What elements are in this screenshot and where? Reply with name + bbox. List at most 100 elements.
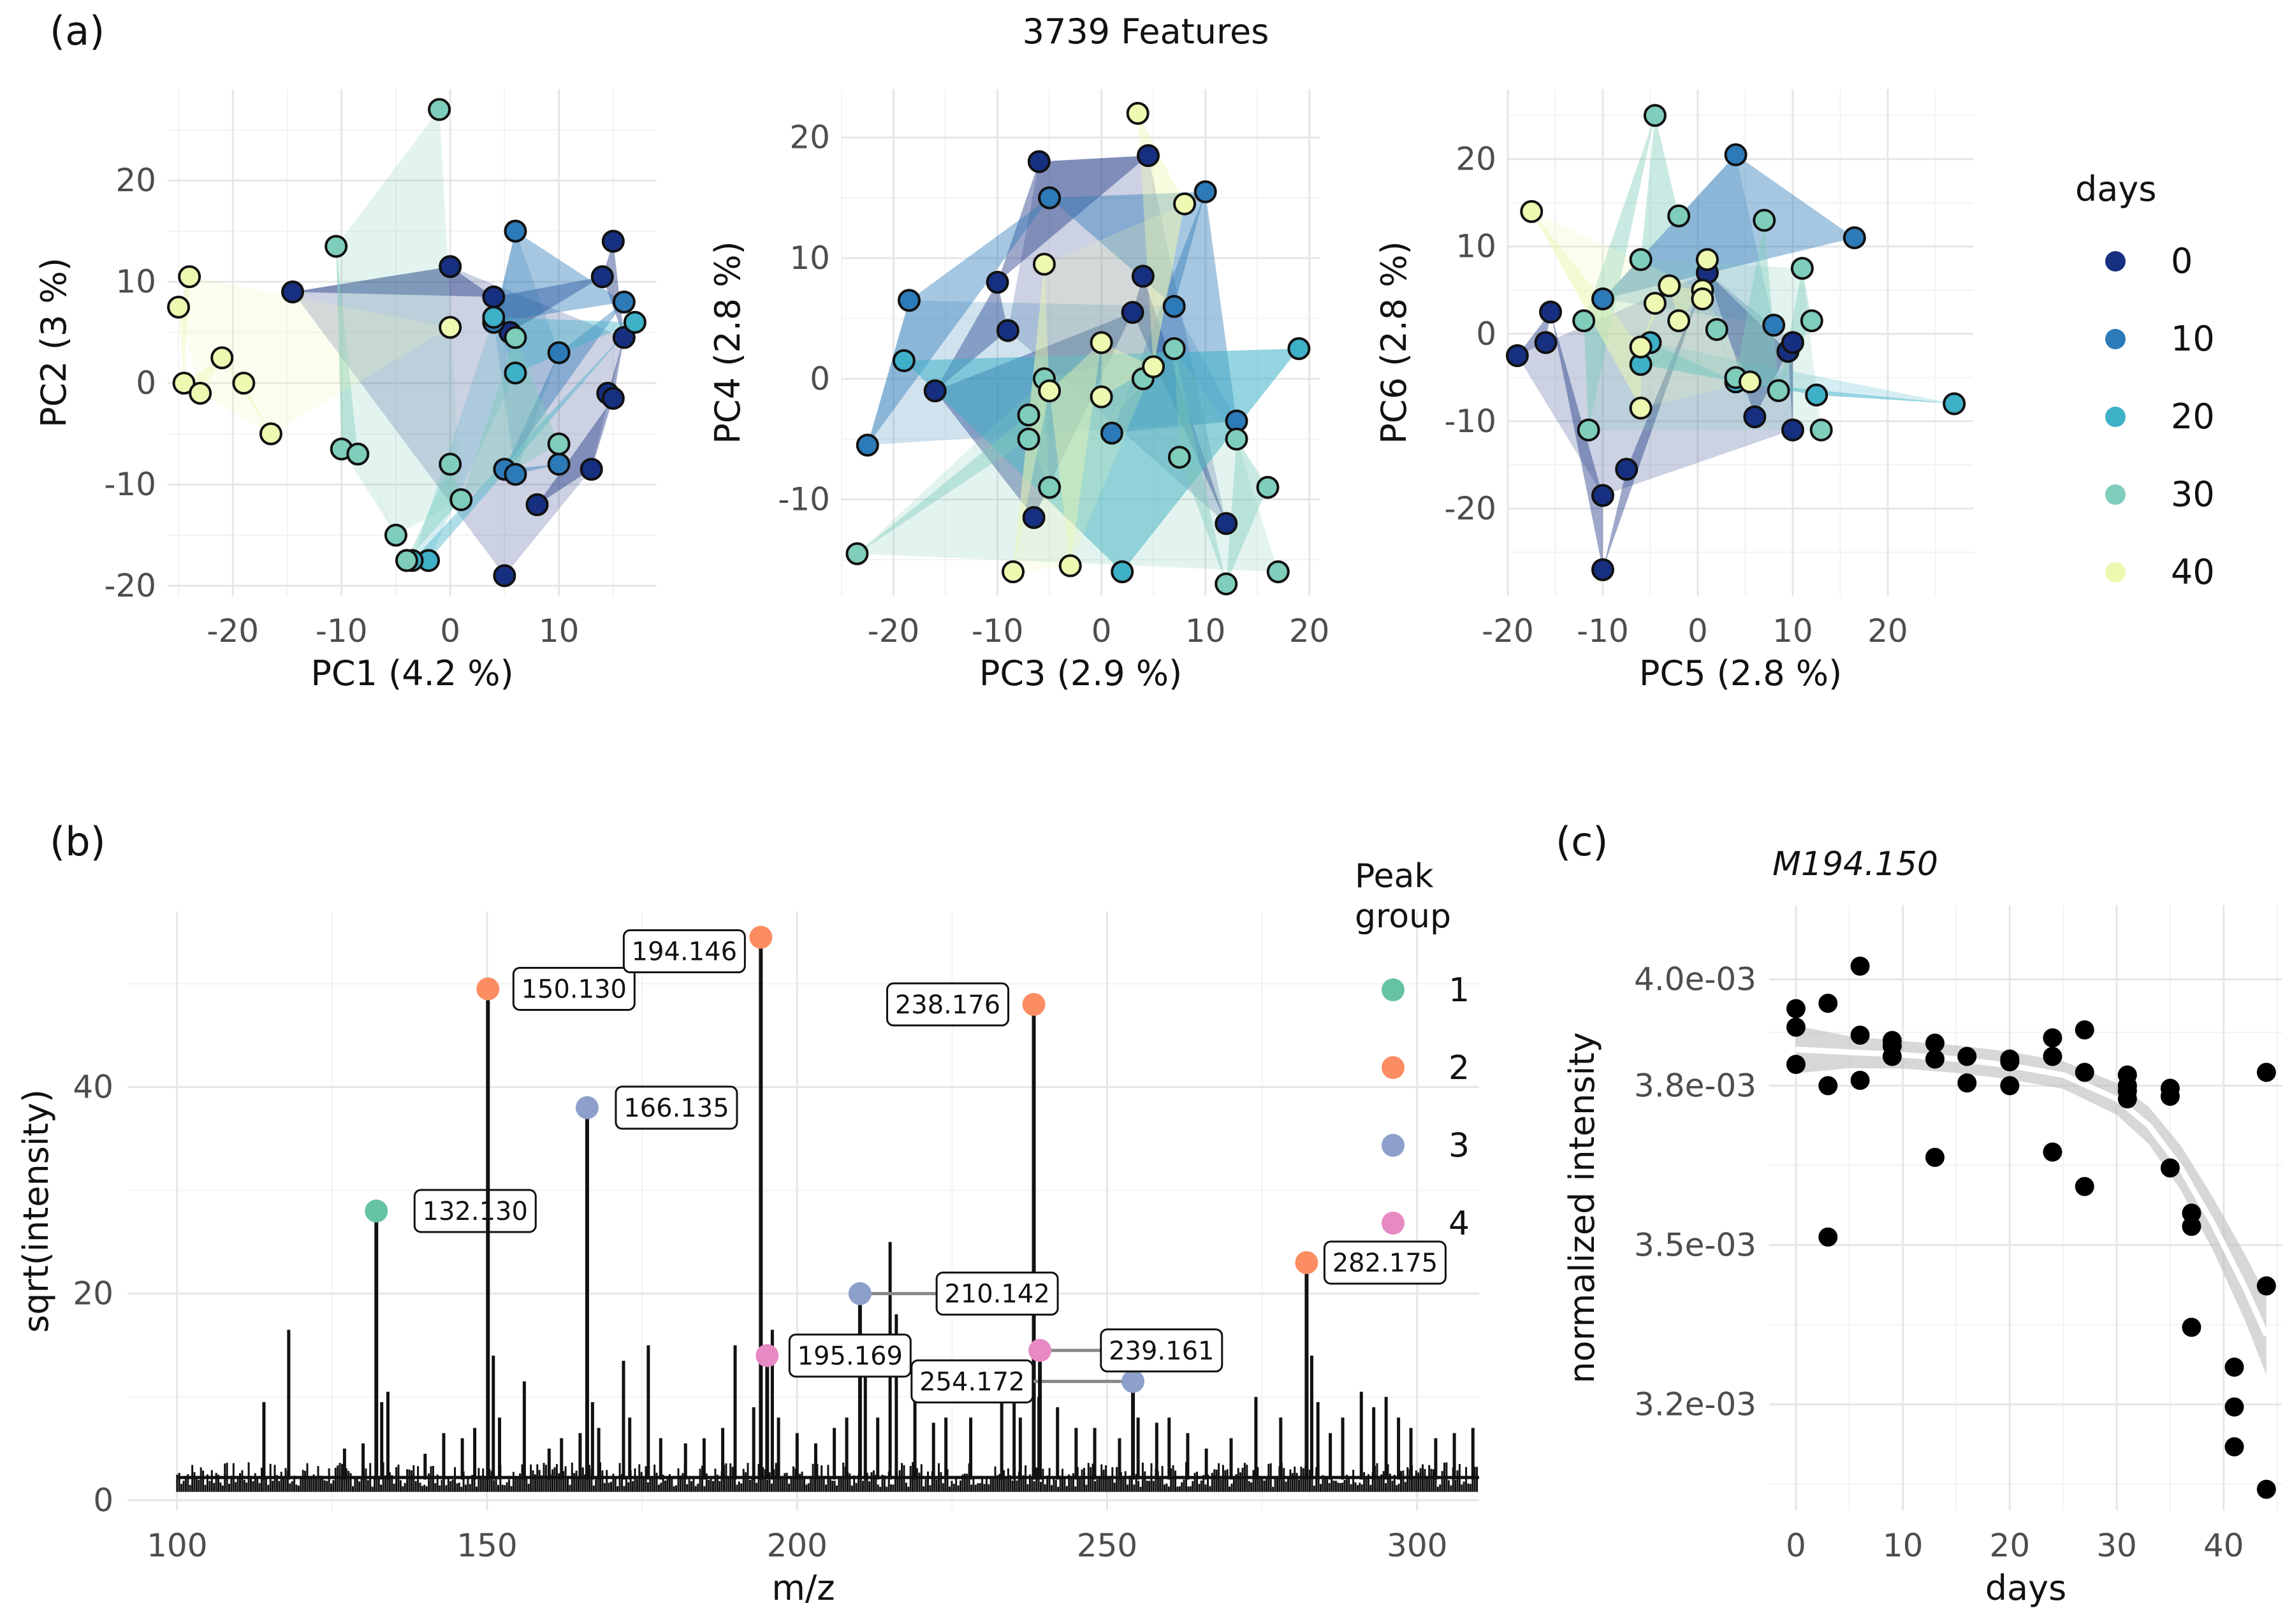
y-tick-label: 4.0e-03 (1634, 961, 1756, 998)
data-point (1287, 337, 1311, 360)
panel-label-b: (b) (50, 818, 106, 865)
x-tick-label: 40 (2203, 1527, 2244, 1564)
data-point (1724, 143, 1748, 166)
peak-marker (1295, 1251, 1318, 1275)
data-point (547, 432, 571, 456)
legend-title: days (2075, 169, 2156, 209)
group-hull (336, 246, 358, 454)
peak-label-box (788, 1333, 912, 1378)
data-point (1591, 484, 1614, 507)
group-hull (1517, 312, 1551, 356)
data-point (996, 319, 1019, 342)
data-point (1786, 999, 1806, 1019)
y-axis-label: normalized intensity (1562, 1032, 1602, 1383)
peak-marker (575, 1096, 599, 1119)
legend-label: 30 (2171, 474, 2215, 514)
data-point (1126, 101, 1150, 125)
data-point (2182, 1203, 2201, 1223)
legend-swatch (1382, 978, 1405, 1001)
x-axis-label: days (1985, 1568, 2066, 1608)
data-point (2182, 1217, 2201, 1236)
y-tick-label: -20 (1444, 490, 1496, 527)
group-hull (461, 337, 559, 500)
group-hull (1640, 115, 1679, 260)
legend-swatch (2105, 562, 2126, 583)
legend-label: 3 (1449, 1127, 1470, 1165)
legend-swatch (1382, 1134, 1405, 1157)
data-point (1266, 560, 1290, 584)
group-hull (1174, 348, 1227, 584)
data-point (482, 305, 506, 329)
group-hull (1049, 191, 1206, 307)
data-point (1591, 558, 1614, 581)
group-hull (1226, 439, 1268, 584)
data-point (1572, 309, 1596, 333)
data-point (1667, 309, 1691, 333)
legend-label: 10 (2171, 319, 2215, 359)
data-point (1577, 418, 1600, 442)
legend-swatch (2105, 329, 2126, 349)
group-hull (1640, 342, 1955, 404)
group-hull (1132, 276, 1227, 524)
data-point (1167, 446, 1191, 469)
peak-label-box (615, 1085, 738, 1130)
y-tick-label: 20 (1456, 141, 1496, 178)
data-point (2043, 1028, 2062, 1048)
data-point (580, 458, 603, 481)
peak-label: 166.135 (624, 1094, 729, 1123)
peak-label: 239.161 (1109, 1337, 1214, 1366)
y-tick-label: 10 (115, 263, 156, 300)
x-tick-label: 30 (2096, 1527, 2137, 1564)
x-tick-label: 200 (767, 1527, 828, 1564)
data-point (449, 488, 473, 511)
data-point (1957, 1073, 1977, 1093)
data-point (2075, 1020, 2094, 1040)
x-tick-label: 20 (1867, 613, 1908, 649)
y-tick-label: 20 (115, 162, 156, 199)
data-point (1629, 335, 1653, 359)
legend-swatch (1382, 1212, 1405, 1235)
data-point (2256, 1062, 2276, 1082)
data-point (547, 453, 571, 476)
peak-label: 132.130 (423, 1197, 528, 1226)
group-hull (222, 358, 271, 434)
data-point (1658, 274, 1681, 298)
peak-label: 195.169 (798, 1342, 903, 1371)
data-point (525, 493, 549, 516)
group-hull (997, 156, 1148, 282)
pca-subplot: -20 -10 0 10 -20 -10 0 10 20 PC1 (4.2 %) PC2 (3 %) (34, 89, 657, 693)
data-point (1738, 370, 1762, 394)
data-point (856, 433, 879, 457)
data-point (590, 265, 614, 289)
x-tick-label: -20 (868, 613, 920, 649)
group-hull (935, 282, 1008, 391)
data-point (1215, 512, 1238, 535)
group-hull (903, 348, 1299, 572)
group-hull (1735, 382, 1955, 404)
data-point (1256, 475, 1280, 499)
y-tick-label: -10 (104, 466, 156, 503)
y-tick-label: 0 (136, 365, 156, 402)
x-axis-label: PC1 (4.2 %) (310, 653, 513, 693)
data-point (1520, 199, 1544, 223)
x-tick-label: -10 (1577, 613, 1629, 649)
legend-label: 20 (2171, 396, 2215, 437)
group-hull (867, 198, 1050, 446)
data-point (601, 229, 625, 253)
pca-subplot: -20 -10 0 10 20 -10 0 10 20 PC3 (2.9 %) PC4 (2.8 %… (708, 89, 1330, 693)
data-point (167, 295, 191, 319)
group-hull (1788, 342, 1793, 430)
x-tick-label: 10 (1772, 613, 1813, 649)
group-hull (493, 231, 559, 475)
data-point (1017, 427, 1040, 451)
peak-label-box (622, 929, 746, 974)
data-point (1850, 1071, 1870, 1090)
x-tick-label: 20 (1990, 1527, 2031, 1564)
data-point (1022, 505, 1046, 529)
peak-label-box (512, 967, 636, 1011)
peak-marker (848, 1282, 872, 1305)
data-point (178, 265, 201, 289)
data-point (1173, 192, 1197, 215)
peak-label: 150.130 (522, 975, 627, 1004)
data-point (428, 98, 451, 121)
